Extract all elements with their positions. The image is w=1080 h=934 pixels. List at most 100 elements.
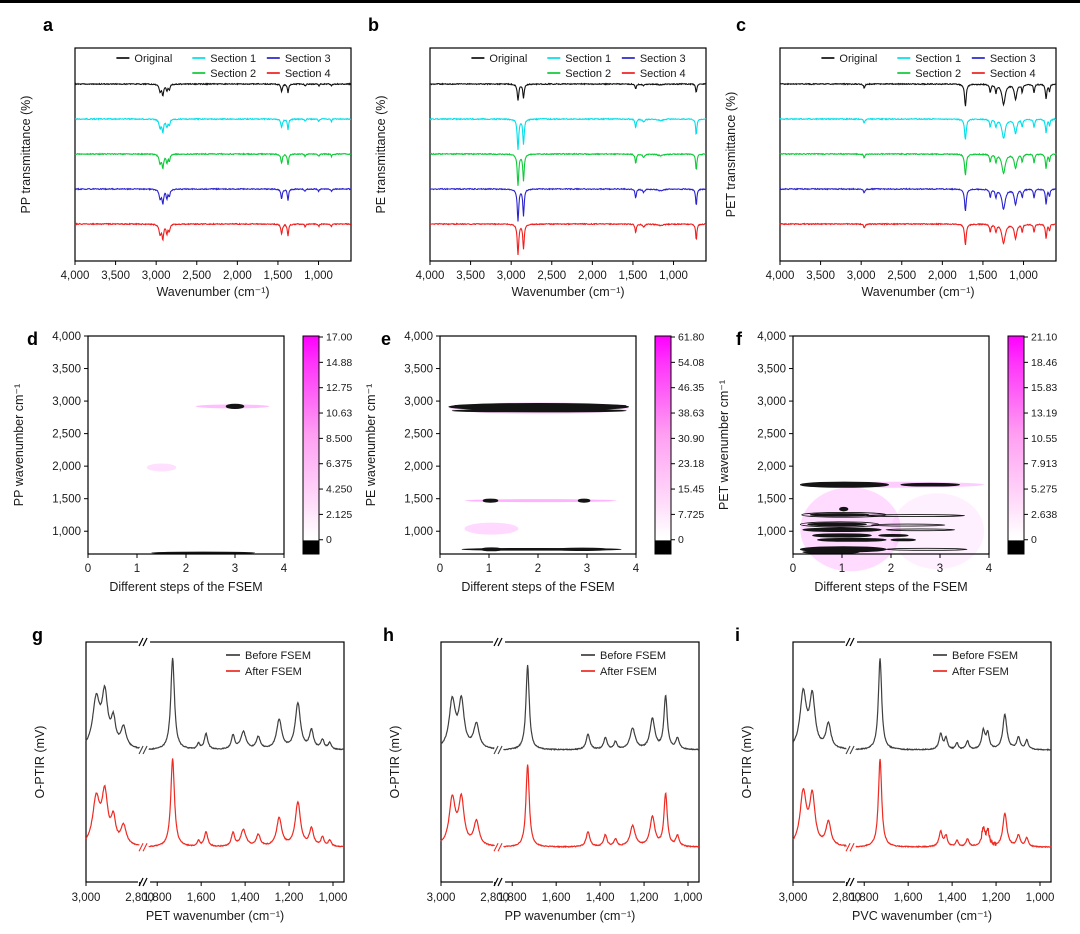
x-tick-label: 1,400 (231, 892, 260, 904)
panel-letter-g: g (32, 625, 43, 645)
legend-label: Section 3 (640, 53, 686, 65)
colorbar-axis: 17.00 14.88 12.75 10.63 8.500 6.375 4.250 2.125… (319, 332, 352, 546)
panel-b: b 4,000 3,500 3,000 2,500 2,000 1,500 1,000 Wav… (358, 6, 713, 318)
legend: Original Section 1 Section 2 Section 3 Secti… (116, 53, 331, 80)
panel-c: c 4,000 3,500 3,000 2,500 2,000 1,500 1,000 Wav… (708, 6, 1063, 318)
panel-letter-d: d (27, 329, 38, 349)
panel-letter-c: c (736, 15, 747, 35)
x-axis-title: Different steps of the FSEM (109, 580, 262, 594)
x-tick-label: 1,000 (319, 892, 348, 904)
x-tick-label: 1,200 (982, 892, 1011, 904)
x-tick-label: 2,500 (887, 270, 916, 282)
plot-bg (440, 336, 636, 554)
x-tick-label: 1,600 (187, 892, 216, 904)
colorbar-axis: 21.10 18.46 15.83 13.19 10.55 7.913 5.275 2.638… (1024, 332, 1057, 546)
colorbar (1007, 335, 1025, 555)
x-tick-label: 1,500 (969, 270, 998, 282)
legend-label: Section 4 (285, 68, 331, 80)
y-axis-title: PP wavenumber cm⁻¹ (12, 384, 26, 506)
x-tick-label: 1,000 (659, 270, 688, 282)
heat-glow (464, 522, 519, 535)
plot-bg (793, 336, 989, 554)
x-tick-label: 1,000 (1026, 892, 1055, 904)
colorbar-tick-label: 0 (1031, 534, 1037, 546)
trace-break-mark (138, 842, 144, 852)
x-axis: 0 1 2 3 4 (85, 554, 288, 575)
legend-label: After FSEM (245, 666, 302, 678)
y-axis-title: PE transmittance (%) (374, 95, 388, 213)
spectrum-Section-2 (779, 152, 1057, 176)
x-axis: 4,000 3,500 3,000 2,500 2,000 1,500 1,000 (766, 261, 1038, 282)
legend: Before FSEM After FSEM (581, 650, 666, 678)
x-tick-label: 4 (281, 563, 288, 575)
x-tick-label: 1 (134, 563, 140, 575)
x-tick-label: 1,400 (586, 892, 615, 904)
x-tick-label: 3,000 (847, 270, 876, 282)
heat-band (454, 404, 627, 407)
spectrum-Section-3 (779, 187, 1057, 212)
colorbar-tick-label: 7.913 (1031, 458, 1057, 470)
x-tick-label: 2,800 (125, 892, 154, 904)
y-tick-label: 2,500 (404, 429, 433, 441)
heat-band (839, 506, 849, 512)
x-tick-label: 2 (888, 563, 894, 575)
x-tick-label: 1,500 (619, 270, 648, 282)
spectrum-Section-1 (74, 117, 352, 135)
colorbar-tick-label: 7.725 (678, 509, 704, 521)
trace-break-mark (845, 842, 851, 852)
y-tick-label: 4,000 (52, 331, 81, 343)
panel-h: h 3,000 2,800 1,800 1,600 1,400 1,200 1,000 PP … (355, 620, 715, 934)
x-tick-label: 3 (584, 563, 590, 575)
trace-break-mark (849, 842, 855, 852)
colorbar-tick-label: 17.00 (326, 332, 352, 344)
spectrum-Original (74, 82, 352, 97)
spectrum-Before-FSEM (440, 664, 700, 751)
y-tick-label: 2,000 (404, 461, 433, 473)
spectrum-Original (429, 82, 707, 101)
x-tick-label: 2,500 (537, 270, 566, 282)
chart-b: 4,000 3,500 3,000 2,500 2,000 1,500 1,000 Waven… (374, 47, 707, 299)
colorbar-tick-label: 18.46 (1031, 357, 1057, 369)
y-axis-title: O-PTIR (mV) (740, 726, 754, 799)
y-tick-label: 2,500 (52, 429, 81, 441)
x-tick-label: 1,400 (938, 892, 967, 904)
colorbar-tick-label: 30.90 (678, 433, 704, 445)
colorbar-tick-label: 61.80 (678, 332, 704, 344)
legend-label: Section 2 (915, 68, 961, 80)
spectrum-Before-FSEM (792, 658, 1052, 752)
spectrum-Section-4 (74, 222, 352, 242)
x-tick-label: 1,800 (143, 892, 172, 904)
trace-break-mark (497, 842, 503, 852)
x-tick-label: 2 (183, 563, 189, 575)
heat-band (817, 537, 887, 542)
x-tick-label: 1,500 (264, 270, 293, 282)
heat-band (481, 547, 502, 552)
heat-band (885, 547, 968, 551)
panel-g: g 3,000 2,800 1,800 1,600 1,400 1,200 1,000 PET… (0, 620, 360, 934)
colorbar-tick-label: 10.55 (1031, 433, 1057, 445)
panel-f: f 4,000 3,500 3,000 2,500 2,000 1,500 1,000 0 1 2… (708, 318, 1080, 610)
axis-break-mark (142, 877, 148, 887)
x-tick-label: 2,500 (182, 270, 211, 282)
heat-glow (891, 493, 985, 570)
heat-band (809, 513, 870, 517)
legend-label: Original (134, 53, 172, 65)
x-tick-label: 1,200 (275, 892, 304, 904)
y-tick-label: 1,000 (52, 526, 81, 538)
spectrum-Before-FSEM (85, 657, 345, 751)
heat-glow (146, 463, 177, 472)
axis-break-gap (138, 639, 151, 645)
legend-label: Section 1 (565, 53, 611, 65)
y-tick-label: 1,500 (404, 494, 433, 506)
trace-break-mark (493, 745, 499, 755)
colorbar-tick-label: 6.375 (326, 458, 352, 470)
y-tick-label: 1,500 (52, 494, 81, 506)
y-tick-label: 4,000 (757, 331, 786, 343)
heat-band (225, 403, 245, 410)
top-rule (0, 0, 1080, 3)
panel-i: i 3,000 2,800 1,800 1,600 1,400 1,200 1,000 PVC… (707, 620, 1067, 934)
x-tick-label: 3 (232, 563, 238, 575)
